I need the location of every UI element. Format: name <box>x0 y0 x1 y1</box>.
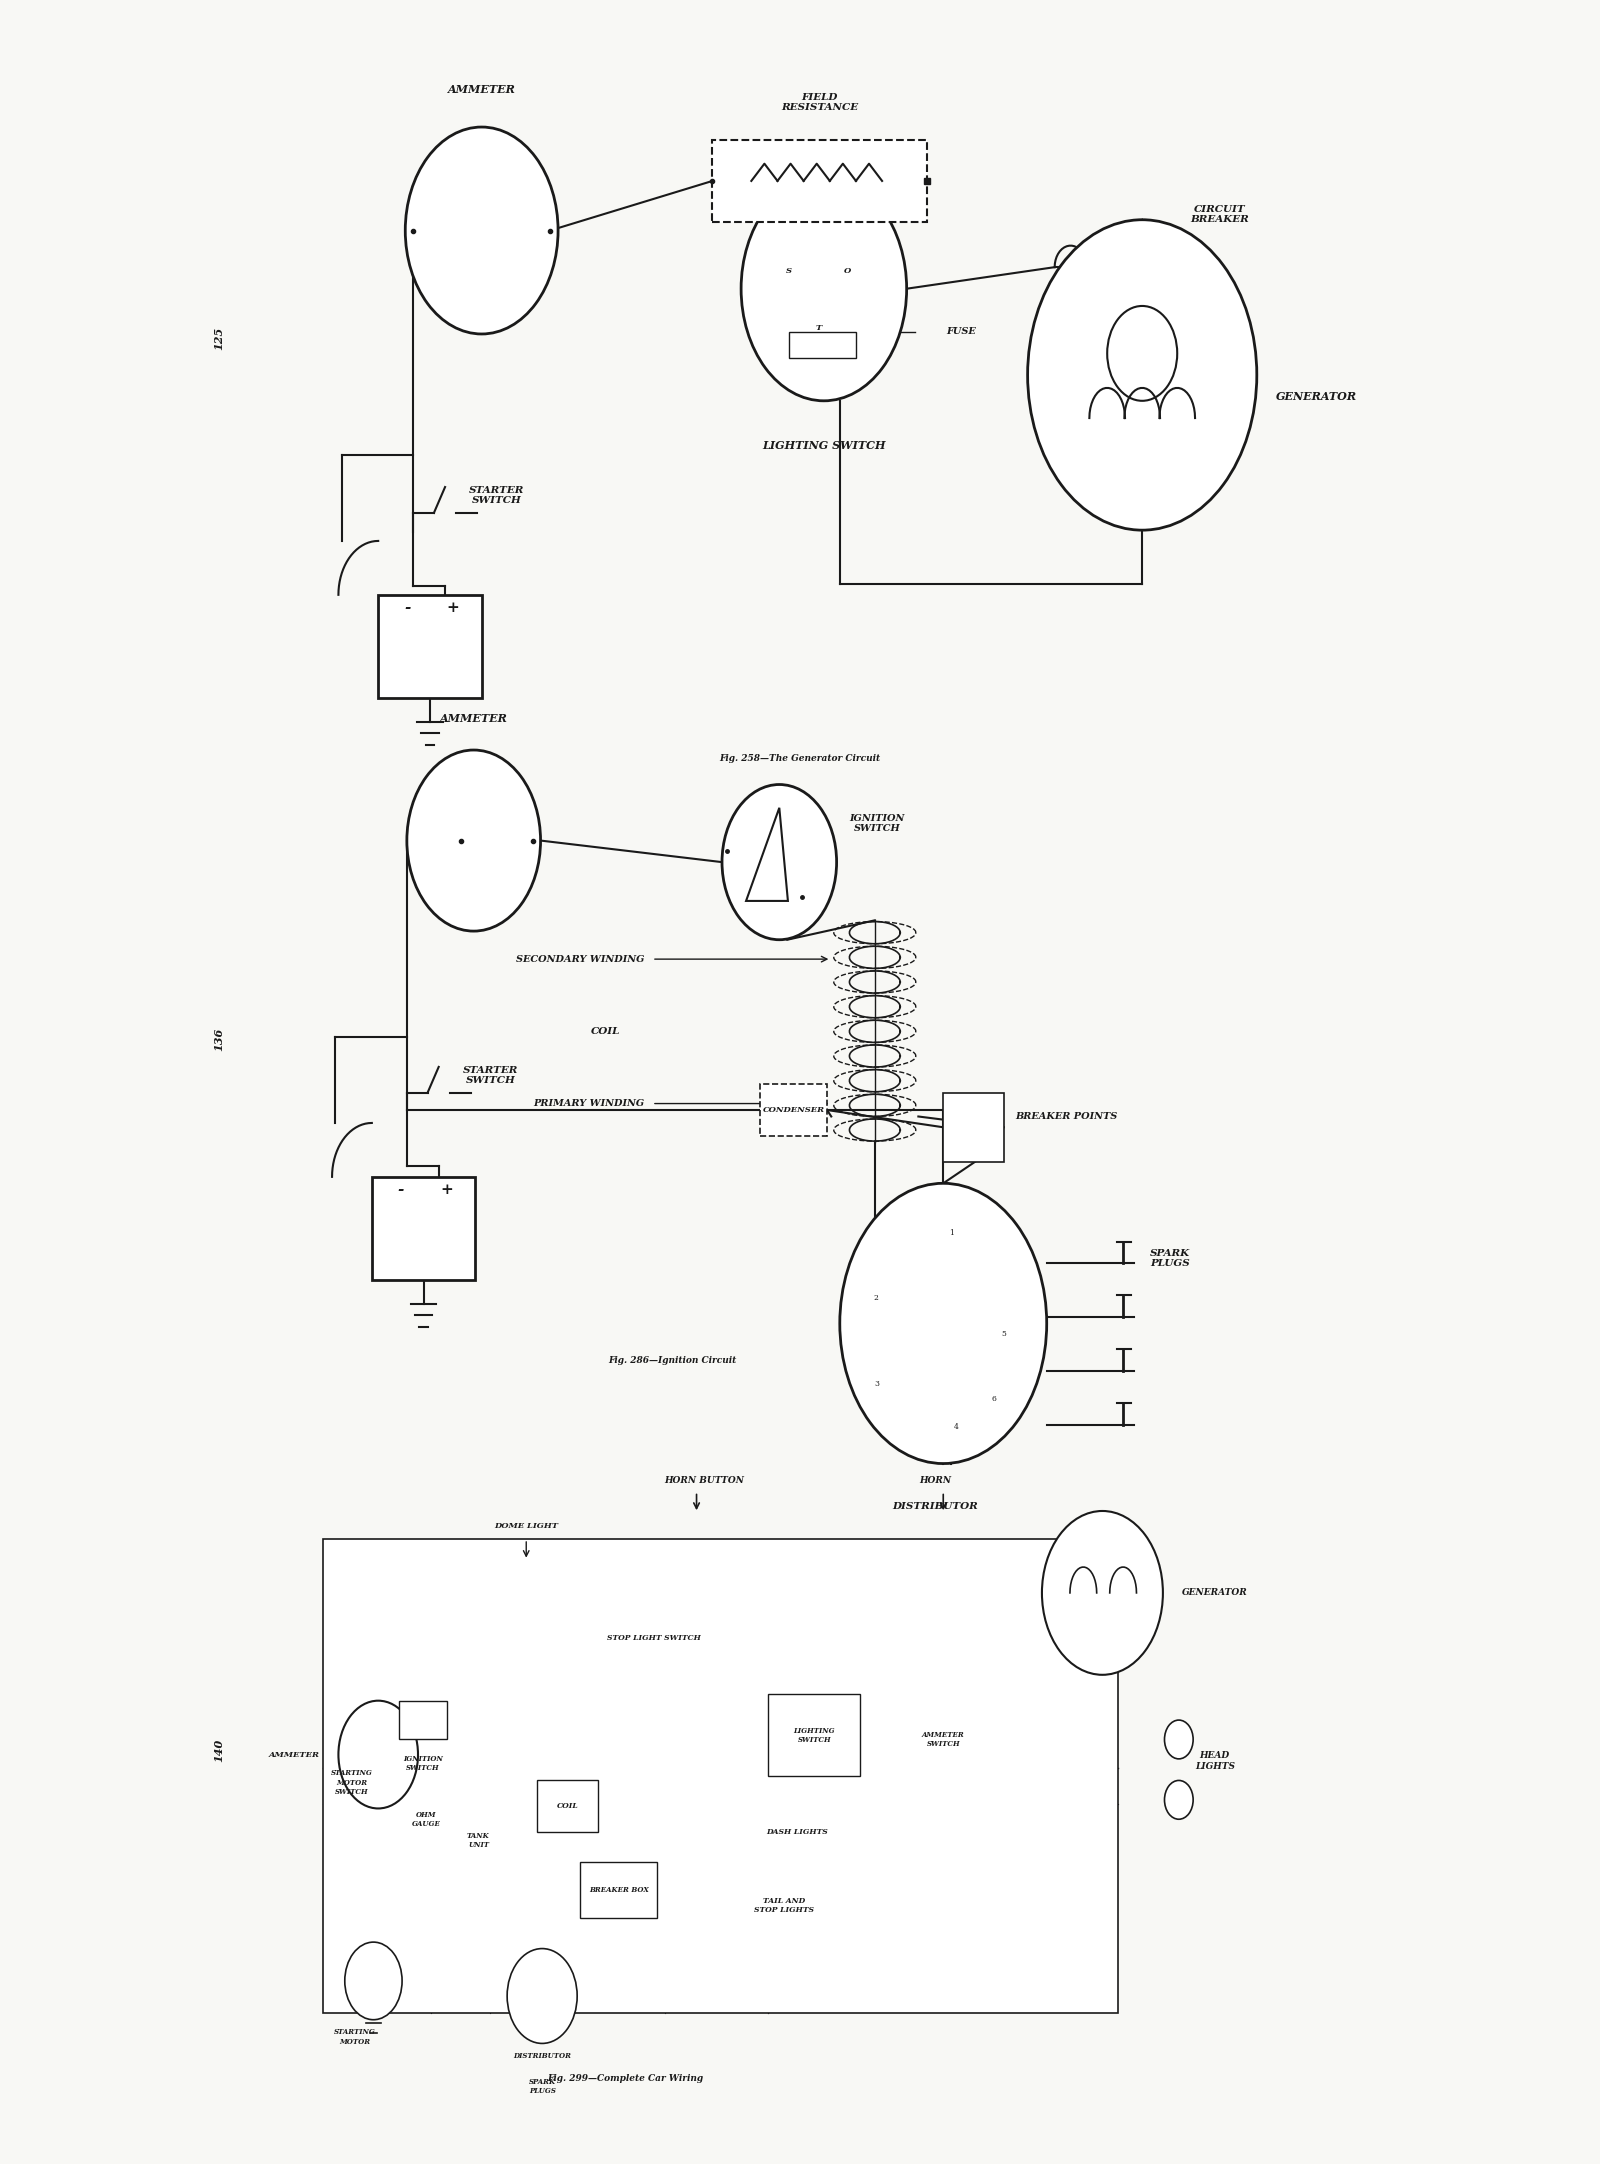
Text: -: - <box>398 1184 403 1197</box>
Circle shape <box>344 1941 402 2019</box>
Circle shape <box>741 177 907 400</box>
Text: SECONDARY WINDING: SECONDARY WINDING <box>515 954 645 963</box>
Text: Fig. 286—Ignition Circuit: Fig. 286—Ignition Circuit <box>608 1357 736 1365</box>
Text: AMMETER: AMMETER <box>448 84 515 95</box>
Text: 5: 5 <box>1002 1331 1006 1337</box>
Text: HEAD
LIGHTS: HEAD LIGHTS <box>1195 1751 1235 1770</box>
Text: CONDENSER: CONDENSER <box>763 1106 824 1114</box>
Text: STARTING
MOTOR
SWITCH: STARTING MOTOR SWITCH <box>331 1770 373 1796</box>
Circle shape <box>406 751 541 931</box>
Bar <box>944 1093 1003 1162</box>
Text: DISTRIBUTOR: DISTRIBUTOR <box>893 1502 978 1510</box>
Bar <box>538 1781 598 1833</box>
Text: S: S <box>786 268 792 275</box>
Text: Fig. 258—The Generator Circuit: Fig. 258—The Generator Circuit <box>720 755 880 764</box>
Text: 136: 136 <box>213 1028 224 1050</box>
Bar <box>378 595 482 699</box>
Text: STARTER
SWITCH: STARTER SWITCH <box>462 1067 518 1084</box>
Circle shape <box>1042 1510 1163 1675</box>
Text: SPARK
PLUGS: SPARK PLUGS <box>1150 1249 1190 1268</box>
Text: DISTRIBUTOR: DISTRIBUTOR <box>514 2051 571 2060</box>
Circle shape <box>1107 305 1178 400</box>
Text: STARTING
MOTOR: STARTING MOTOR <box>334 2028 376 2045</box>
Text: DASH LIGHTS: DASH LIGHTS <box>766 1829 827 1837</box>
Text: COIL: COIL <box>590 1028 621 1037</box>
Text: DOME LIGHT: DOME LIGHT <box>494 1523 558 1530</box>
Text: LIGHTING SWITCH: LIGHTING SWITCH <box>762 439 886 450</box>
Text: OHM
GAUGE: OHM GAUGE <box>411 1811 440 1829</box>
Text: 125: 125 <box>213 327 224 351</box>
Text: PRIMARY WINDING: PRIMARY WINDING <box>533 1099 645 1108</box>
Text: HORN: HORN <box>920 1476 952 1485</box>
Text: BREAKER BOX: BREAKER BOX <box>589 1887 648 1894</box>
Circle shape <box>1165 1720 1194 1759</box>
Text: IGNITION
SWITCH: IGNITION SWITCH <box>403 1755 443 1772</box>
Text: IGNITION
SWITCH: IGNITION SWITCH <box>850 814 904 833</box>
Circle shape <box>1165 1781 1194 1820</box>
Text: 4: 4 <box>954 1424 958 1430</box>
Text: Fig. 299—Complete Car Wiring: Fig. 299—Complete Car Wiring <box>547 2073 702 2082</box>
Text: -: - <box>403 602 410 615</box>
Text: 1: 1 <box>949 1229 954 1238</box>
Text: 3: 3 <box>874 1381 878 1387</box>
Bar <box>712 141 928 223</box>
Bar <box>768 1694 861 1777</box>
Text: +: + <box>446 602 459 615</box>
Text: 140: 140 <box>213 1738 224 1761</box>
Text: AMMETER
SWITCH: AMMETER SWITCH <box>922 1731 965 1749</box>
Circle shape <box>339 1701 418 1809</box>
Text: COIL: COIL <box>557 1803 579 1811</box>
Text: GENERATOR: GENERATOR <box>1182 1588 1248 1597</box>
Circle shape <box>507 1948 578 2043</box>
Text: AMMETER: AMMETER <box>440 714 507 725</box>
Bar <box>398 1701 446 1740</box>
Bar <box>789 331 856 357</box>
Text: FUSE: FUSE <box>947 327 976 335</box>
Circle shape <box>405 128 558 333</box>
Circle shape <box>1027 221 1258 530</box>
Text: LIGHTING
SWITCH: LIGHTING SWITCH <box>794 1727 835 1744</box>
Circle shape <box>840 1184 1046 1463</box>
Bar <box>760 1084 827 1136</box>
Text: O: O <box>845 268 851 275</box>
Text: SPARK
PLUGS: SPARK PLUGS <box>528 2077 555 2095</box>
Text: HORN BUTTON: HORN BUTTON <box>664 1476 744 1485</box>
Text: FIELD
RESISTANCE: FIELD RESISTANCE <box>781 93 859 113</box>
Text: STARTER
SWITCH: STARTER SWITCH <box>469 487 525 506</box>
Text: +: + <box>440 1184 453 1197</box>
Circle shape <box>722 786 837 939</box>
Text: GENERATOR: GENERATOR <box>1275 392 1357 403</box>
Bar <box>371 1177 475 1281</box>
Text: TAIL AND
STOP LIGHTS: TAIL AND STOP LIGHTS <box>754 1898 814 1915</box>
Text: AMMETER: AMMETER <box>269 1751 320 1759</box>
Text: CIRCUIT
BREAKER: CIRCUIT BREAKER <box>1190 206 1248 225</box>
Text: T: T <box>816 322 822 331</box>
Bar <box>581 1863 656 1919</box>
Text: STOP LIGHT SWITCH: STOP LIGHT SWITCH <box>606 1634 701 1642</box>
Bar <box>323 1539 1118 2013</box>
Text: TANK
UNIT: TANK UNIT <box>467 1833 490 1850</box>
Text: 2: 2 <box>874 1294 878 1301</box>
Text: BREAKER POINTS: BREAKER POINTS <box>1014 1112 1117 1121</box>
Text: 6: 6 <box>992 1396 997 1402</box>
